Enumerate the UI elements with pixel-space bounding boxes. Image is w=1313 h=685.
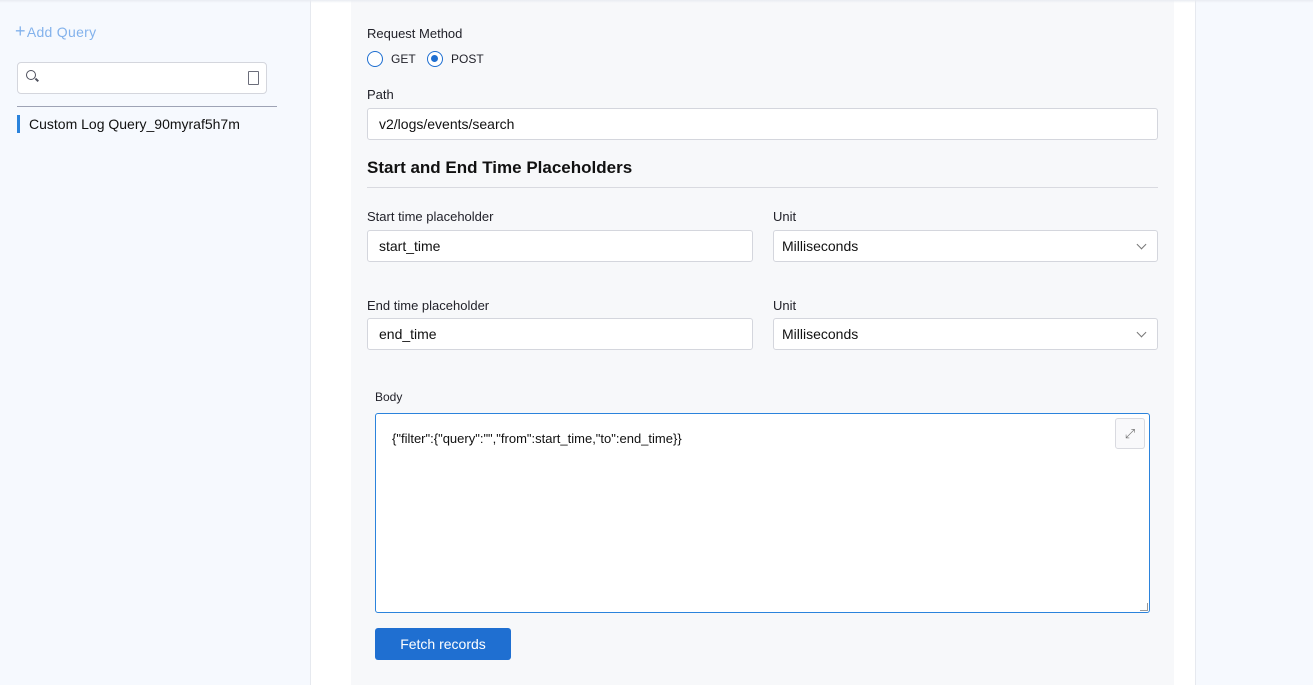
request-method-label: Request Method — [367, 26, 463, 41]
search-icon — [26, 70, 36, 80]
start-unit-label: Unit — [773, 209, 797, 224]
right-pane — [1195, 0, 1313, 685]
body-text: {"filter":{"query":"","from":start_time,… — [392, 431, 682, 446]
placeholders-heading: Start and End Time Placeholders — [367, 158, 633, 177]
path-input[interactable]: v2/logs/events/search — [367, 108, 1158, 140]
query-list-item[interactable]: Custom Log Query_90myraf5h7m — [17, 115, 240, 133]
radio-get-label: GET — [391, 52, 416, 66]
add-query-label: Add Query — [26, 24, 97, 40]
body-textarea[interactable]: {"filter":{"query":"","from":start_time,… — [375, 413, 1150, 613]
divider — [17, 106, 277, 107]
plus-icon: + — [15, 21, 26, 41]
search-input[interactable] — [17, 62, 267, 94]
end-time-label: End time placeholder — [367, 298, 490, 313]
sidebar: +Add Query Custom Log Query_90myraf5h7m — [0, 0, 311, 685]
resize-handle[interactable] — [1140, 603, 1148, 611]
add-query-button[interactable]: +Add Query — [15, 21, 96, 42]
expand-icon[interactable]: ⤢ — [1115, 418, 1145, 449]
end-time-input[interactable]: end_time — [367, 318, 753, 350]
start-time-input[interactable]: start_time — [367, 230, 753, 262]
radio-get[interactable] — [367, 51, 383, 67]
radio-post[interactable] — [427, 51, 443, 67]
fetch-records-button[interactable]: Fetch records — [375, 628, 511, 660]
template-icon[interactable] — [248, 71, 259, 85]
end-unit-label: Unit — [773, 298, 797, 313]
divider — [367, 187, 1158, 188]
radio-post-label: POST — [451, 52, 484, 66]
body-label: Body — [375, 390, 403, 404]
end-unit-select[interactable]: Milliseconds — [773, 318, 1158, 350]
path-label: Path — [367, 87, 394, 102]
start-unit-select[interactable]: Milliseconds — [773, 230, 1158, 262]
start-time-label: Start time placeholder — [367, 209, 494, 224]
